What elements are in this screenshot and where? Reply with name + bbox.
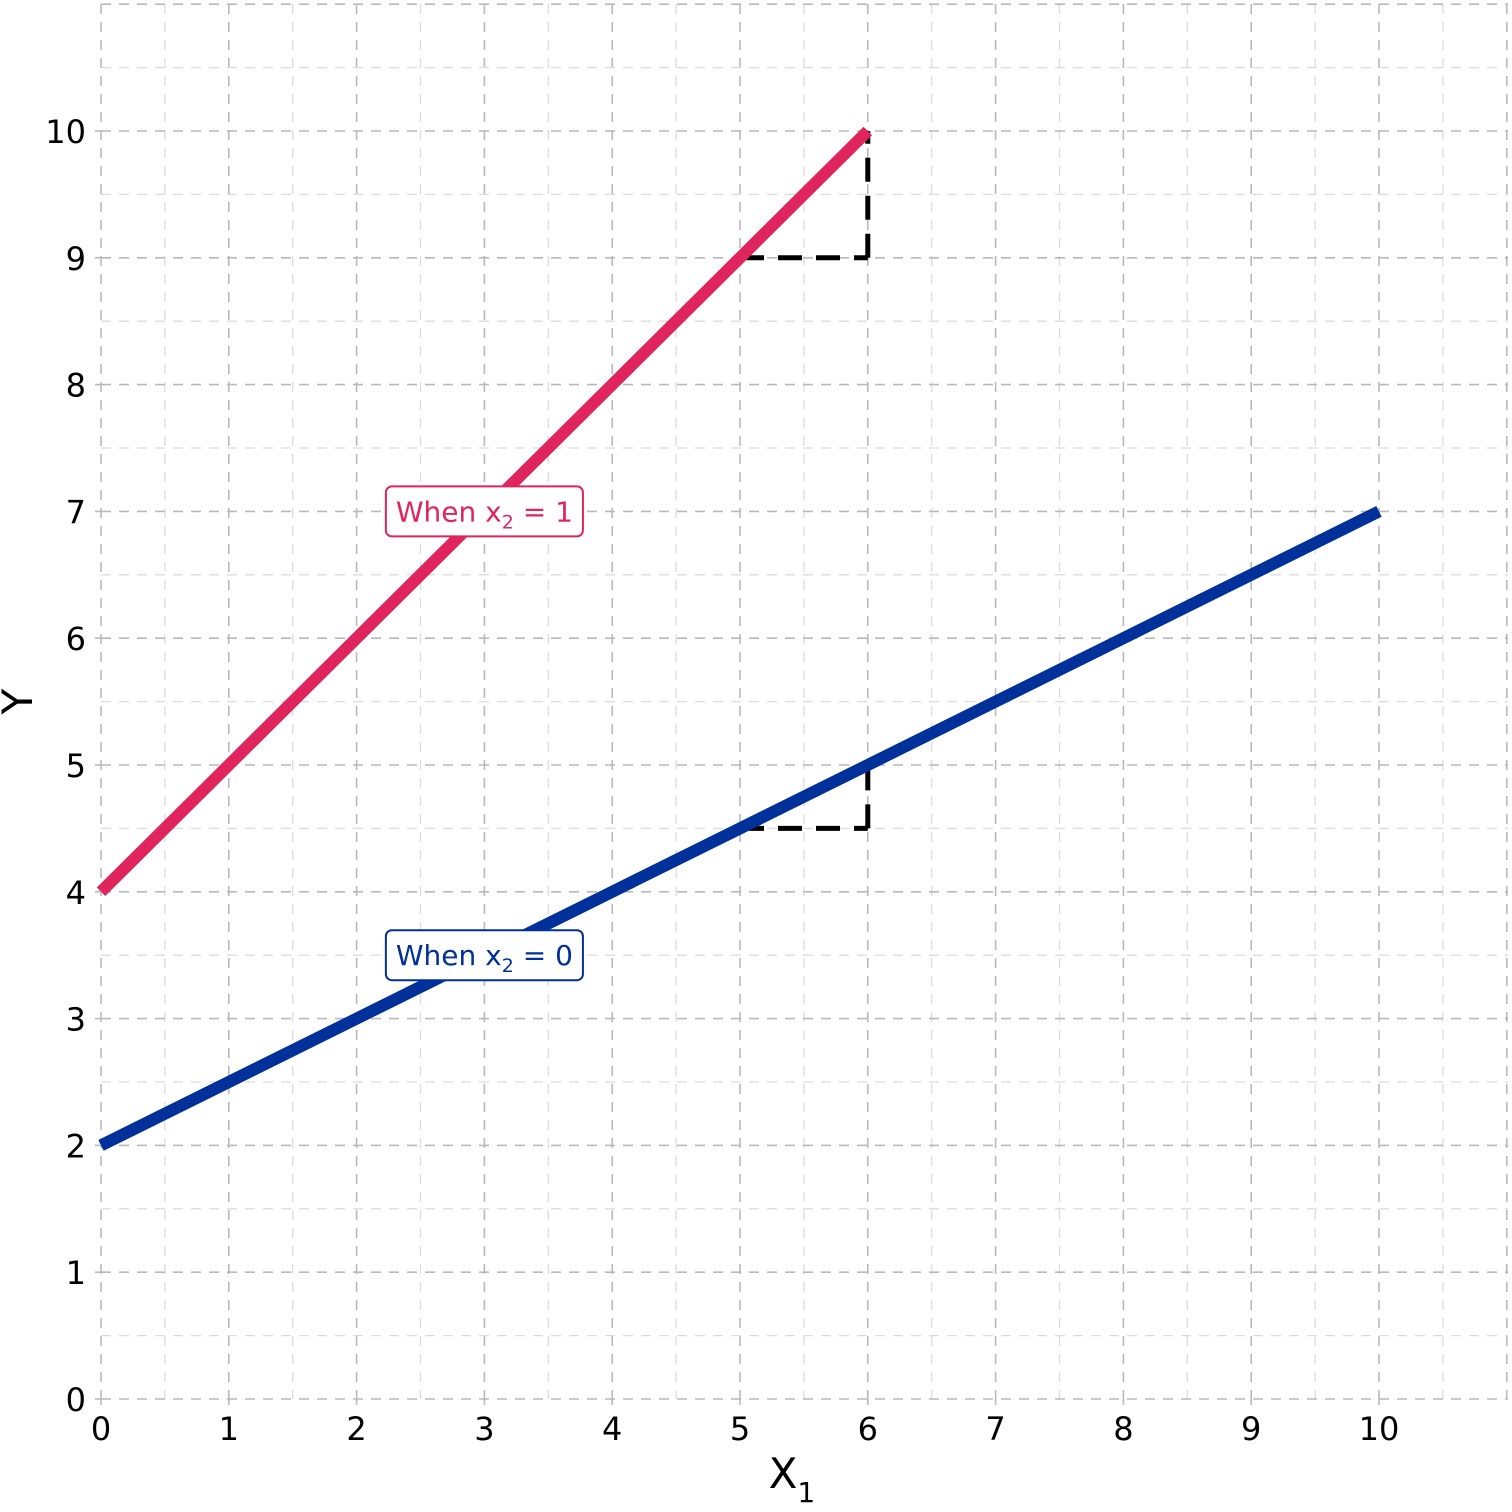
x-tick-label: 7 [985,1410,1005,1448]
series-label-box [384,485,584,538]
y-tick-label: 8 [66,367,86,405]
series-label-sub: 2 [502,955,514,977]
series-label-suffix: = 0 [514,939,573,972]
slope-triangles [740,131,871,831]
series-label-box [384,929,584,982]
y-tick-label: 3 [66,1001,86,1039]
x-axis-ticks: 0 1 2 3 4 5 6 7 8 9 10 [91,1399,1400,1448]
x-tick-label: 6 [858,1410,878,1448]
y-tick-label: 6 [66,620,86,658]
series-label-text: When x2 = 0 [396,939,573,977]
y-axis-title: Y [0,688,42,715]
grid [100,3,1508,1400]
x-tick-label: 9 [1241,1410,1261,1448]
y-tick-label: 9 [66,240,86,278]
y-tick-label: 7 [66,493,86,531]
series-line-x2_0 [98,506,1382,1151]
y-tick-label: 10 [45,113,86,151]
x-axis-title-sub: 1 [797,1476,815,1509]
y-tick-label: 4 [66,874,86,912]
x-axis-title-main: X [769,1449,798,1498]
x-tick-label: 8 [1113,1410,1133,1448]
x-tick-label: 2 [346,1410,366,1448]
series-label-sub: 2 [502,511,514,533]
x-tick-label: 0 [91,1410,111,1448]
series-label-prefix: When x [396,495,502,528]
series-label-text: When x2 = 1 [396,495,573,533]
x-tick-label: 1 [219,1410,239,1448]
y-tick-label: 1 [66,1254,86,1292]
x-tick-label: 10 [1359,1410,1400,1448]
y-tick-label: 5 [66,747,86,785]
x-tick-label: 3 [474,1410,494,1448]
y-tick-label: 2 [66,1127,86,1165]
series-label-prefix: When x [396,939,502,972]
series-label-x2_0: When x2 = 0 [384,929,584,982]
x-tick-label: 5 [730,1410,750,1448]
x-axis-title: X1 [769,1449,816,1509]
x-tick-label: 4 [602,1410,622,1448]
series-label-suffix: = 1 [514,495,573,528]
axis-titles: X1 Y [0,688,815,1509]
y-tick-label: 0 [66,1381,86,1419]
y-axis-ticks: 0 1 2 3 4 5 6 7 8 9 10 [45,113,101,1419]
series-label-x2_1: When x2 = 1 [384,485,584,538]
